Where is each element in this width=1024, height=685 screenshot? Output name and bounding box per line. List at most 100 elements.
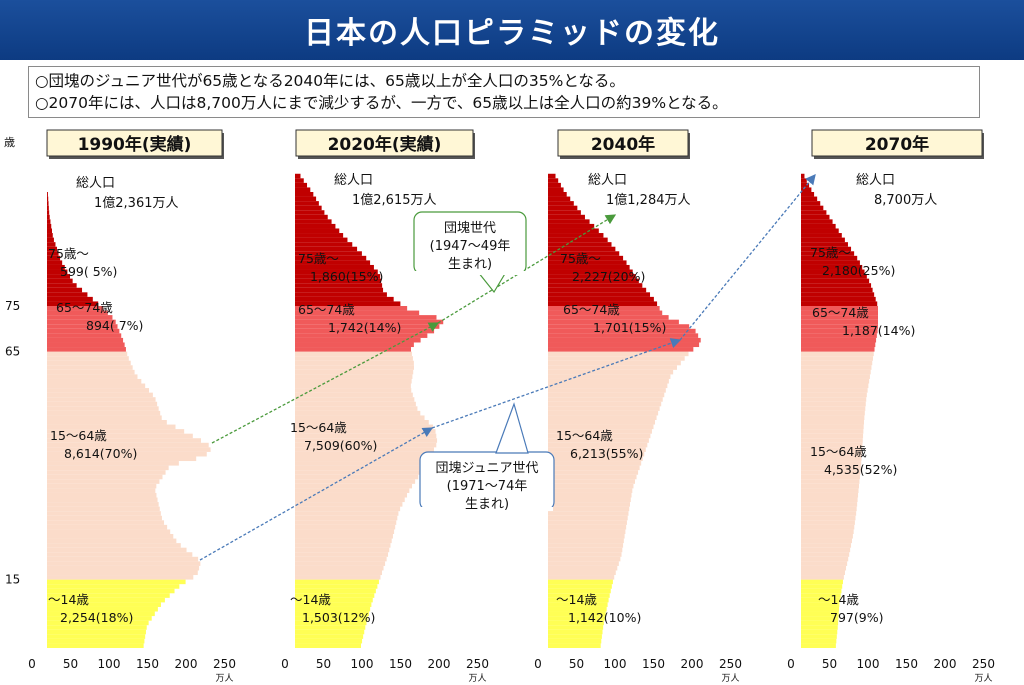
age-bar xyxy=(295,597,373,603)
age-bar xyxy=(801,488,859,493)
age-bar xyxy=(295,625,366,630)
age-bar xyxy=(548,534,625,539)
age-bar xyxy=(295,392,413,398)
age-bar xyxy=(801,415,865,420)
age-bar xyxy=(47,538,177,544)
age-bar xyxy=(295,552,389,557)
age-bar xyxy=(548,347,694,352)
age-bar xyxy=(801,392,867,398)
age-bar xyxy=(295,584,378,589)
age-bar xyxy=(801,333,877,338)
total-population-label: 総人口 xyxy=(334,173,373,188)
age-group-label: 75歳～ xyxy=(810,245,851,260)
age-bar xyxy=(47,634,146,639)
age-bar xyxy=(801,497,858,503)
x-tick-label: 100 xyxy=(604,657,627,671)
y-tick-label: 65 xyxy=(5,345,20,359)
total-population-value: 1億2,615万人 xyxy=(352,192,437,208)
age-bar xyxy=(47,602,161,607)
age-bar xyxy=(801,552,850,557)
age-bar xyxy=(295,611,369,617)
age-group-value: 1,187(14%) xyxy=(842,323,915,338)
age-bar xyxy=(548,324,690,329)
annotation-line: 団塊世代 xyxy=(444,220,496,236)
age-bar xyxy=(801,378,870,384)
age-bar xyxy=(47,201,49,206)
age-bar xyxy=(47,442,209,448)
age-bar xyxy=(548,433,651,439)
age-bar xyxy=(548,556,621,562)
age-bar xyxy=(548,283,643,288)
age-bar xyxy=(295,237,348,243)
age-bar xyxy=(548,483,634,489)
age-bar xyxy=(47,424,176,430)
age-bar xyxy=(295,233,344,238)
age-bar xyxy=(47,575,194,580)
age-bar xyxy=(295,470,422,475)
age-bar xyxy=(801,456,862,462)
age-bar xyxy=(295,543,391,548)
age-bar xyxy=(295,492,408,498)
age-bar xyxy=(295,438,438,443)
age-bar xyxy=(548,378,669,384)
annotation-line: 生まれ) xyxy=(448,257,492,272)
age-bar xyxy=(548,506,630,512)
summary-line-2: ○2070年には、人口は8,700万人にまで減少するが、一方で、65歳以上は全人… xyxy=(35,94,728,112)
age-bar xyxy=(295,187,311,192)
age-bar xyxy=(801,315,878,320)
title-bar: 日本の人口ピラミッドの変化 xyxy=(0,0,1024,60)
age-bar xyxy=(47,479,160,484)
age-bar xyxy=(47,301,99,306)
age-bar xyxy=(295,488,410,493)
age-bar xyxy=(548,479,636,484)
age-bar xyxy=(801,342,876,348)
age-bar xyxy=(548,456,643,462)
age-bar xyxy=(47,625,147,630)
age-bar xyxy=(801,474,860,480)
age-bar xyxy=(295,529,395,534)
age-bar xyxy=(801,502,858,507)
age-bar xyxy=(295,269,378,275)
age-bar xyxy=(295,429,436,434)
age-bar xyxy=(801,511,857,516)
age-bar xyxy=(295,264,374,270)
age-bar xyxy=(295,415,425,420)
age-bar xyxy=(47,397,156,402)
age-bar xyxy=(548,502,630,507)
age-bar xyxy=(548,492,632,498)
x-tick-label: 200 xyxy=(934,657,957,671)
x-unit-label: 万人 xyxy=(215,673,233,684)
age-bar xyxy=(548,306,660,311)
age-bar xyxy=(295,606,371,612)
y-axis-label: 歳 xyxy=(4,136,15,149)
age-bar xyxy=(295,356,413,361)
age-bar xyxy=(801,228,839,234)
age-bar xyxy=(548,638,602,644)
age-bar xyxy=(801,515,856,521)
age-bar xyxy=(548,529,626,534)
age-bar xyxy=(47,474,163,480)
age-bar xyxy=(47,192,48,197)
age-bar xyxy=(801,561,848,566)
age-bar xyxy=(548,196,571,202)
age-bar xyxy=(548,214,585,220)
year-label: 2020年(実績) xyxy=(328,134,442,155)
age-bar xyxy=(295,579,379,585)
age-bar xyxy=(47,547,187,553)
age-bar xyxy=(548,497,631,503)
age-bar xyxy=(47,315,113,320)
age-bar xyxy=(801,233,842,238)
age-bar xyxy=(47,629,146,635)
age-bar xyxy=(801,205,824,211)
age-bar xyxy=(548,337,701,343)
age-bar xyxy=(295,214,328,220)
age-bar xyxy=(548,351,689,357)
age-bar xyxy=(47,584,180,589)
age-bar xyxy=(801,219,833,224)
age-bar xyxy=(295,497,405,503)
age-bar xyxy=(801,534,853,539)
age-bar xyxy=(47,520,165,525)
age-bar xyxy=(295,479,416,484)
age-bar xyxy=(295,465,425,471)
age-bar xyxy=(295,255,367,261)
